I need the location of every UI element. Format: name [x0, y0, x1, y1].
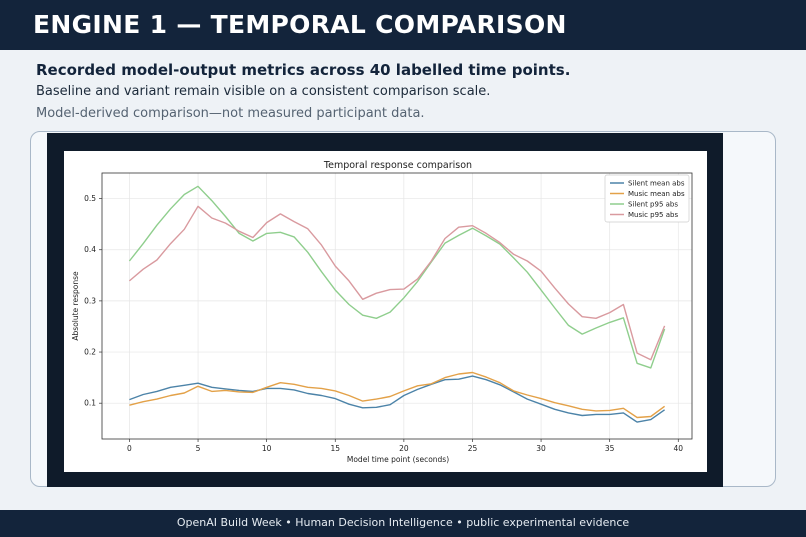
footer: OpenAI Build Week • Human Decision Intel… — [0, 510, 806, 537]
x-tick-label: 30 — [536, 444, 546, 453]
legend-box — [604, 174, 690, 223]
y-tick-label: 0.5 — [84, 194, 96, 203]
x-tick-label: 0 — [127, 444, 132, 453]
y-tick-label: 0.3 — [84, 296, 96, 305]
legend-entry: Silent p95 abs — [628, 201, 678, 209]
x-tick-label: 25 — [468, 444, 478, 453]
plot-frame — [101, 172, 693, 440]
legend-entry: Music p95 abs — [628, 211, 678, 219]
y-tick-label: 0.2 — [84, 348, 96, 357]
series-line-1 — [129, 371, 666, 419]
x-tick-label: 5 — [196, 444, 201, 453]
line-chart: Temporal response comparison 0 5 10 15 20 25 3… — [71, 160, 693, 464]
y-tick-label: 0.1 — [84, 399, 96, 408]
x-tick-label: 15 — [330, 444, 340, 453]
x-tick-label: 40 — [674, 444, 684, 453]
series-line-0 — [129, 375, 666, 423]
gridlines — [102, 173, 692, 439]
series-lines — [128, 185, 666, 423]
title-bar: ENGINE 1 — TEMPORAL COMPARISON — [0, 0, 806, 50]
series-line-2 — [128, 185, 666, 369]
subheadline: Baseline and variant remain visible on a… — [36, 84, 491, 99]
headline: Recorded model-output metrics across 40 … — [36, 61, 571, 79]
series-line-3 — [128, 205, 666, 361]
legend: Silent mean abs Music mean abs Silent p95 … — [604, 174, 690, 223]
x-tick-label: 35 — [605, 444, 615, 453]
x-tick-label: 10 — [262, 444, 272, 453]
x-axis-label: Model time point (seconds) — [347, 455, 449, 464]
legend-entry: Silent mean abs — [628, 180, 685, 188]
chart-panel: Temporal response comparison 0 5 10 15 20 25 3… — [64, 151, 707, 472]
page-title: ENGINE 1 — TEMPORAL COMPARISON — [33, 10, 567, 39]
x-tick-label: 20 — [399, 444, 409, 453]
y-tick-label: 0.4 — [84, 245, 96, 254]
axis-ticks: 0 5 10 15 20 25 30 35 40 0.1 0.2 0.3 0.4 0.5 — [84, 194, 683, 453]
legend-entry: Music mean abs — [628, 190, 685, 198]
y-axis-label: Absolute response — [71, 271, 80, 341]
chart-title: Temporal response comparison — [323, 160, 472, 171]
disclaimer-note: Model-derived comparison—not measured pa… — [36, 106, 425, 121]
